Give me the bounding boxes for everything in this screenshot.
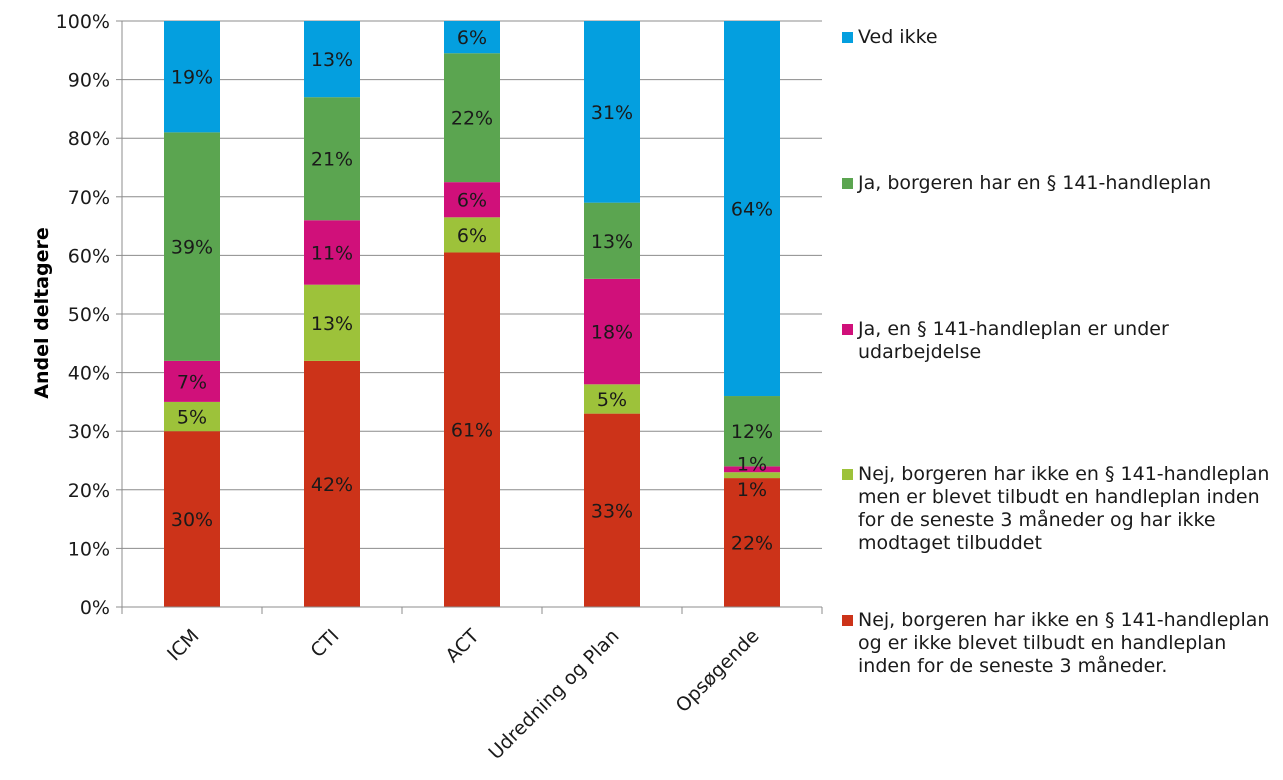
bar-segment: [164, 132, 220, 361]
data-labels: 30% 5% 7% 39% 19% 42% 13% 11% 21% 13% 61% 6% 6% 22% 6%…: [171, 27, 773, 554]
bar-segment: [304, 360, 360, 607]
data-label: 5%: [177, 407, 207, 429]
bar-segment: [444, 217, 500, 253]
bar-segment: [164, 401, 220, 432]
data-label: 18%: [591, 322, 633, 344]
x-tick-label: Udredning og Plan: [484, 625, 623, 764]
data-label: 31%: [591, 102, 633, 124]
data-label: 61%: [451, 420, 493, 442]
y-tick-label: 90%: [68, 70, 110, 92]
bar-segment: [724, 396, 780, 467]
bar-segment: [584, 202, 640, 279]
legend-label: Nej, borgeren har ikke en § 141-handlepl…: [858, 609, 1270, 677]
bar-segment: [724, 472, 780, 479]
bars: [164, 21, 780, 607]
legend-label: Nej, borgeren har ikke en § 141-handlepl…: [858, 463, 1270, 554]
bar-segment: [584, 413, 640, 607]
data-label: 6%: [457, 225, 487, 247]
y-tick-label: 50%: [68, 304, 110, 326]
data-label: 64%: [731, 199, 773, 221]
axes: [116, 20, 823, 614]
y-tick-label: 100%: [56, 11, 110, 33]
data-label: 11%: [311, 242, 353, 264]
bar-segment: [584, 278, 640, 385]
data-label: 6%: [457, 190, 487, 212]
data-label: 1%: [737, 453, 767, 475]
legend-swatch: [842, 615, 853, 626]
data-label: 22%: [451, 108, 493, 130]
x-tick-label: ICM: [163, 625, 203, 665]
bar-segment: [164, 360, 220, 402]
x-tick-label: ACT: [441, 625, 483, 667]
data-label: 1%: [737, 479, 767, 501]
x-tick-labels: ICM CTI ACT Udredning og Plan Opsøgende: [163, 625, 763, 764]
y-tick-label: 80%: [68, 128, 110, 150]
bar-segment: [304, 220, 360, 285]
data-label: 5%: [597, 389, 627, 411]
y-tick-label: 70%: [68, 187, 110, 209]
bar-segment: [304, 21, 360, 98]
legend-swatch: [842, 32, 853, 43]
y-tick-label: 40%: [68, 363, 110, 385]
legend-swatch: [842, 178, 853, 189]
legend-label: Ved ikke: [858, 26, 938, 48]
data-label: 7%: [177, 371, 207, 393]
bar-segment: [724, 478, 780, 607]
data-label: 6%: [457, 27, 487, 49]
x-tick-label: Opsøgende: [672, 625, 764, 717]
bar-segment: [724, 21, 780, 397]
legend-item: Nej, borgeren har ikke en § 141-handlepl…: [842, 609, 1282, 678]
data-label: 12%: [731, 421, 773, 443]
legend-item: Ja, borgeren har en § 141-handleplan: [842, 172, 1282, 195]
bar-segment: [304, 97, 360, 221]
bar-segment: [444, 182, 500, 218]
legend-swatch: [842, 324, 853, 335]
bar-segment: [164, 431, 220, 607]
x-tick-label: CTI: [306, 625, 343, 662]
bar-segment: [444, 252, 500, 607]
y-tick-label: 60%: [68, 245, 110, 267]
data-label: 30%: [171, 509, 213, 531]
legend-item: Ja, en § 141-handleplan er under udarbej…: [842, 318, 1282, 364]
legend-swatch: [842, 469, 853, 480]
data-label: 13%: [311, 49, 353, 71]
y-axis-label: Andel deltagere: [31, 227, 53, 399]
legend-item: Nej, borgeren har ikke en § 141-handlepl…: [842, 463, 1282, 555]
stacked-bar-chart: 0% 10% 20% 30% 40% 50% 60% 70% 80% 90% 100% ICM CTI…: [31, 11, 823, 764]
bar-segment: [584, 21, 640, 203]
y-tick-labels: 0% 10% 20% 30% 40% 50% 60% 70% 80% 90% 100%: [56, 11, 110, 619]
data-label: 33%: [591, 500, 633, 522]
legend-item: Ved ikke: [842, 26, 1282, 49]
bar-segment: [584, 384, 640, 414]
data-label: 42%: [311, 474, 353, 496]
legend-label: Ja, borgeren har en § 141-handleplan: [858, 172, 1212, 194]
y-tick-label: 30%: [68, 421, 110, 443]
bar-segment: [164, 21, 220, 133]
y-tick-label: 10%: [68, 538, 110, 560]
bar-segment: [304, 284, 360, 361]
data-label: 13%: [591, 231, 633, 253]
bar-segment: [444, 21, 500, 54]
data-label: 19%: [171, 67, 213, 89]
data-label: 21%: [311, 149, 353, 171]
bar-segment: [724, 466, 780, 473]
y-tick-label: 20%: [68, 480, 110, 502]
y-tick-label: 0%: [80, 597, 110, 619]
data-label: 13%: [311, 313, 353, 335]
data-label: 22%: [731, 533, 773, 555]
data-label: 39%: [171, 237, 213, 259]
bar-segment: [444, 53, 500, 183]
legend-label: Ja, en § 141-handleplan er under udarbej…: [858, 318, 1169, 363]
